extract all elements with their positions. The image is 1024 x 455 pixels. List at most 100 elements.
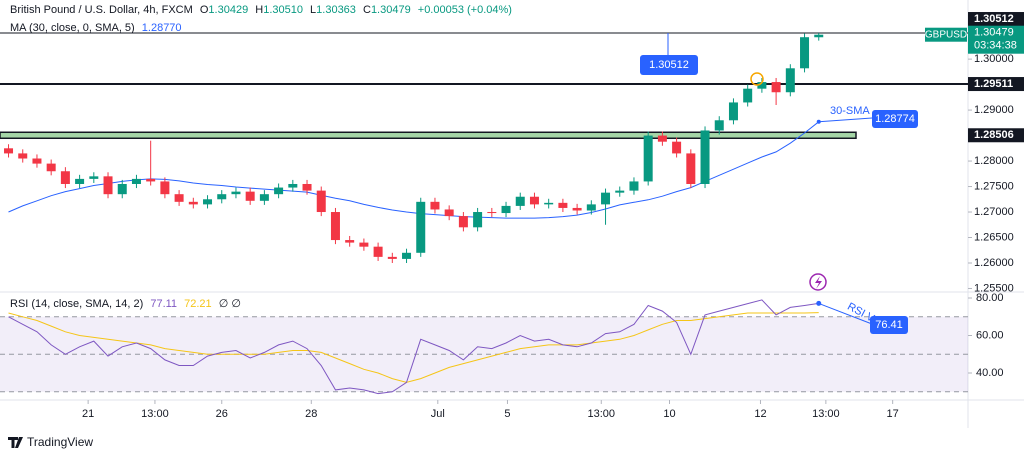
candle-body xyxy=(32,158,42,164)
symbol-tag: GBPUSD xyxy=(925,29,967,40)
x-tick-label: 17 xyxy=(887,408,899,420)
price-tag-box xyxy=(968,25,1024,54)
brand-name: TradingView xyxy=(27,435,93,449)
rsi-callout: 76.41 xyxy=(875,319,903,331)
candle-body xyxy=(515,196,525,206)
candle-body xyxy=(643,135,653,182)
x-tick-label: 21 xyxy=(82,408,94,420)
candle-body xyxy=(529,196,539,205)
candle-body xyxy=(714,120,724,131)
candle-body xyxy=(174,194,184,202)
candle-body xyxy=(117,183,127,195)
rsi-legend: RSI (14, close, SMA, 14, 2) 77.11 72.21 … xyxy=(10,298,241,310)
candle-body xyxy=(89,176,99,179)
candle-body xyxy=(160,181,170,195)
x-tick-label: 10 xyxy=(663,408,675,420)
candle-body xyxy=(743,88,753,103)
y-tick-label: 1.30000 xyxy=(974,53,1014,65)
candle-body xyxy=(373,246,383,257)
candle-body xyxy=(572,207,582,211)
candle-body xyxy=(259,194,269,201)
rsi-band xyxy=(0,316,968,392)
candle-body xyxy=(288,183,298,188)
close-value: 1.30479 xyxy=(371,4,411,16)
candle-body xyxy=(558,202,568,208)
y-tick-label: 60.00 xyxy=(976,329,1004,341)
ma-line xyxy=(8,121,820,219)
rsi-value: 77.11 xyxy=(150,298,177,310)
candle-body xyxy=(686,153,696,184)
candle-body xyxy=(18,153,28,159)
candle-body xyxy=(46,163,56,172)
open-value: 1.30429 xyxy=(208,4,248,16)
candle-body xyxy=(430,201,440,210)
y-tick-label: 1.25500 xyxy=(974,282,1014,294)
ma-note: 30-SMA xyxy=(830,105,870,117)
low-value: 1.30363 xyxy=(316,4,356,16)
x-tick-label: 12 xyxy=(754,408,766,420)
candle-body xyxy=(501,205,511,214)
callout-box xyxy=(640,55,698,75)
candle-body xyxy=(672,141,682,154)
candle-body xyxy=(444,209,454,217)
x-tick-label: Jul xyxy=(431,408,445,420)
symbol-tag-box xyxy=(925,27,967,42)
candle-body xyxy=(700,130,710,184)
rsi-extra: ∅ ∅ xyxy=(219,298,241,310)
x-tick-label: 13:00 xyxy=(812,408,840,420)
candle-body xyxy=(345,240,355,243)
candle-body xyxy=(728,102,738,121)
ma-value: 1.28770 xyxy=(142,22,182,34)
change-value: +0.00053 (+0.04%) xyxy=(418,4,512,16)
candle-body xyxy=(544,202,554,205)
candle-body xyxy=(800,37,810,69)
ohlc-letter: H xyxy=(255,4,263,16)
symbol-title: British Pound / U.S. Dollar, 4h, FXCM xyxy=(10,4,193,16)
rsi-name: RSI (14, close, SMA, 14, 2) xyxy=(10,298,143,310)
ohlc-letter: L xyxy=(310,4,316,16)
countdown: 03:34:38 xyxy=(974,40,1017,52)
candle-body xyxy=(188,201,198,205)
y-tick-label: 40.00 xyxy=(976,367,1004,379)
price-tag: 1.30479 xyxy=(974,27,1014,39)
candle-body xyxy=(359,242,369,247)
level-label: 1.29511 xyxy=(974,78,1013,90)
candle-body xyxy=(458,216,468,228)
plot: 1.25500 1.26000 1.26500 1.27000 1.27500 1.280… xyxy=(0,12,1024,420)
candle-body xyxy=(274,187,284,195)
candle-body xyxy=(217,194,227,200)
candle-body xyxy=(330,212,340,241)
rsi-callout-line xyxy=(818,302,873,325)
candle-body xyxy=(757,82,767,89)
ma-name: MA (30, close, 0, SMA, 5) xyxy=(10,22,135,34)
highlight-circle xyxy=(750,72,764,86)
y-tick-label: 1.26500 xyxy=(974,231,1014,243)
candle-body xyxy=(103,176,113,195)
ma-legend: MA (30, close, 0, SMA, 5) 1.28770 xyxy=(10,22,182,34)
candle-body xyxy=(203,199,213,205)
candle-body xyxy=(771,82,781,93)
x-tick-label: 28 xyxy=(305,408,317,420)
event-icon-glyph xyxy=(815,276,822,289)
brand-logo xyxy=(8,437,23,448)
level-label-box xyxy=(968,12,1024,27)
rsi-ma-value: 72.21 xyxy=(184,298,212,310)
x-tick-label: 13:00 xyxy=(588,408,616,420)
candle-body xyxy=(586,204,596,211)
candle-body xyxy=(302,183,312,191)
rsi-ma-line xyxy=(8,312,819,383)
candle-body xyxy=(785,68,795,93)
level-label-box xyxy=(968,128,1024,143)
ma-callout-line xyxy=(818,117,873,123)
y-tick-label: 80.00 xyxy=(976,292,1004,304)
candle-body xyxy=(231,191,241,195)
ohlc-letter: C xyxy=(363,4,371,16)
candle-body xyxy=(473,212,483,228)
y-tick-label: 1.28000 xyxy=(974,155,1014,167)
candle-body xyxy=(146,178,156,182)
candle-body xyxy=(629,181,639,191)
level-label: 1.30512 xyxy=(974,13,1014,25)
candle-body xyxy=(657,135,667,142)
candle-body xyxy=(487,212,497,214)
